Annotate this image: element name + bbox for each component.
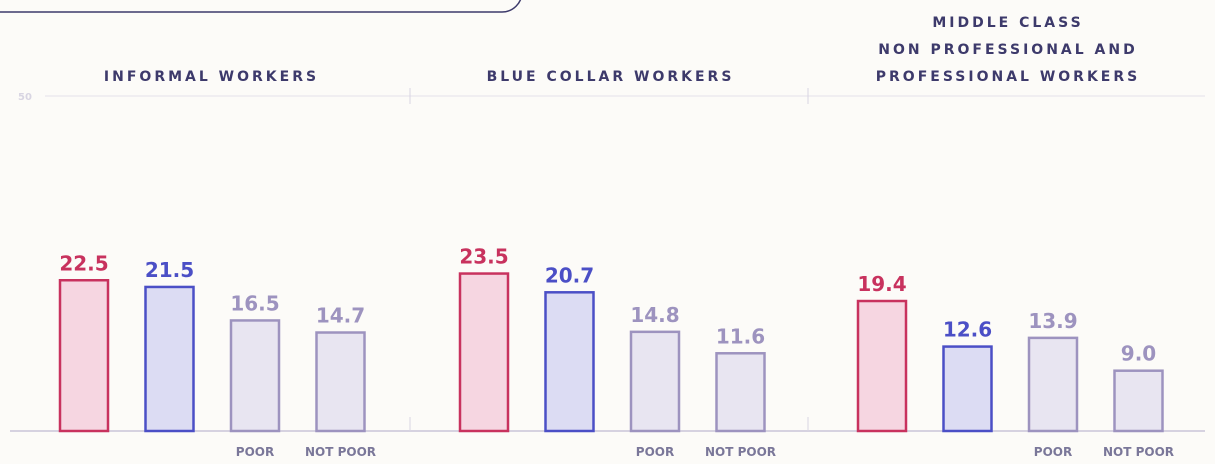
bar bbox=[458, 272, 510, 433]
value-label: 20.7 bbox=[545, 263, 594, 287]
value-label: 22.5 bbox=[59, 251, 108, 275]
y-tick-label: 50 bbox=[18, 92, 32, 103]
value-label: 23.5 bbox=[459, 245, 508, 269]
x-tick-label: NOT POOR bbox=[1103, 445, 1174, 459]
bar bbox=[229, 319, 281, 433]
value-label: 12.6 bbox=[943, 318, 992, 342]
bar bbox=[1027, 336, 1079, 433]
bar bbox=[715, 352, 766, 433]
value-label: 19.4 bbox=[857, 272, 906, 296]
bar bbox=[144, 285, 195, 433]
bar bbox=[315, 331, 366, 433]
panel-title: INFORMAL WORKERS bbox=[104, 69, 319, 85]
x-tick-label: POOR bbox=[236, 445, 274, 459]
x-tick-label: NOT POOR bbox=[305, 445, 376, 459]
bar bbox=[58, 279, 110, 433]
x-tick-label: POOR bbox=[1034, 445, 1072, 459]
bar bbox=[856, 299, 908, 433]
filter-button[interactable] bbox=[0, 0, 522, 13]
value-label: 21.5 bbox=[145, 258, 194, 282]
value-label: 9.0 bbox=[1121, 342, 1156, 366]
bar bbox=[1113, 369, 1164, 433]
panel-title: PROFESSIONAL WORKERS bbox=[876, 69, 1140, 85]
value-label: 14.7 bbox=[316, 304, 365, 328]
x-tick-label: POOR bbox=[636, 445, 674, 459]
panel-title: BLUE COLLAR WORKERS bbox=[487, 69, 735, 85]
value-label: 13.9 bbox=[1028, 309, 1077, 333]
value-label: 14.8 bbox=[630, 303, 679, 327]
bar bbox=[942, 345, 993, 433]
value-label: 16.5 bbox=[230, 291, 279, 315]
bar bbox=[629, 330, 681, 433]
bar bbox=[544, 291, 595, 433]
value-label: 11.6 bbox=[716, 324, 765, 348]
panel-title: NON PROFESSIONAL AND bbox=[878, 42, 1137, 58]
x-tick-label: NOT POOR bbox=[705, 445, 776, 459]
panel-title: MIDDLE CLASS bbox=[932, 15, 1083, 31]
